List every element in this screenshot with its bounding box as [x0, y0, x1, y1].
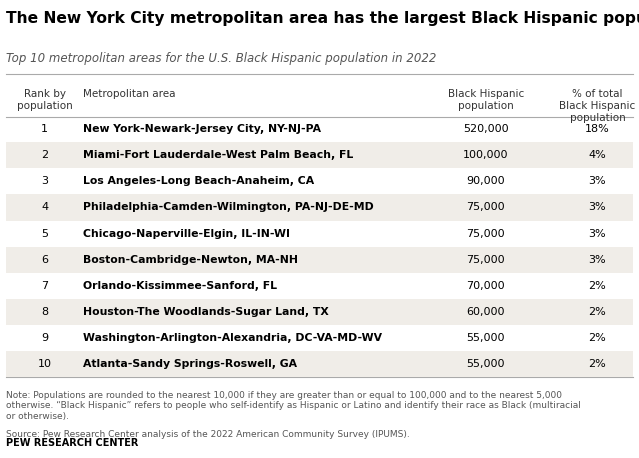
- Text: Metropolitan area: Metropolitan area: [83, 89, 176, 99]
- Text: 2%: 2%: [589, 307, 606, 317]
- Text: Source: Pew Research Center analysis of the 2022 American Community Survey (IPUM: Source: Pew Research Center analysis of …: [6, 430, 410, 439]
- Text: 75,000: 75,000: [466, 255, 505, 265]
- Text: 3%: 3%: [589, 255, 606, 265]
- Text: 1: 1: [42, 124, 48, 134]
- Text: 6: 6: [42, 255, 48, 265]
- Text: Black Hispanic
population: Black Hispanic population: [447, 89, 524, 111]
- Text: Boston-Cambridge-Newton, MA-NH: Boston-Cambridge-Newton, MA-NH: [83, 255, 298, 265]
- Text: PEW RESEARCH CENTER: PEW RESEARCH CENTER: [6, 438, 139, 448]
- Text: 4%: 4%: [589, 150, 606, 160]
- Text: Rank by
population: Rank by population: [17, 89, 73, 111]
- Text: 100,000: 100,000: [463, 150, 509, 160]
- Text: 90,000: 90,000: [466, 176, 505, 186]
- Text: 2%: 2%: [589, 359, 606, 369]
- Text: Philadelphia-Camden-Wilmington, PA-NJ-DE-MD: Philadelphia-Camden-Wilmington, PA-NJ-DE…: [83, 202, 374, 213]
- Text: Washington-Arlington-Alexandria, DC-VA-MD-WV: Washington-Arlington-Alexandria, DC-VA-M…: [83, 333, 382, 343]
- Text: Top 10 metropolitan areas for the U.S. Black Hispanic population in 2022: Top 10 metropolitan areas for the U.S. B…: [6, 52, 437, 65]
- Text: 55,000: 55,000: [466, 359, 505, 369]
- Text: 3%: 3%: [589, 202, 606, 213]
- Text: 55,000: 55,000: [466, 333, 505, 343]
- Text: 5: 5: [42, 229, 48, 239]
- Text: Los Angeles-Long Beach-Anaheim, CA: Los Angeles-Long Beach-Anaheim, CA: [83, 176, 314, 186]
- Text: 8: 8: [41, 307, 49, 317]
- Text: 2: 2: [41, 150, 49, 160]
- Text: Chicago-Naperville-Elgin, IL-IN-WI: Chicago-Naperville-Elgin, IL-IN-WI: [83, 229, 290, 239]
- Text: 3: 3: [42, 176, 48, 186]
- Text: Miami-Fort Lauderdale-West Palm Beach, FL: Miami-Fort Lauderdale-West Palm Beach, F…: [83, 150, 353, 160]
- Text: 75,000: 75,000: [466, 229, 505, 239]
- Text: 7: 7: [41, 281, 49, 291]
- Text: Houston-The Woodlands-Sugar Land, TX: Houston-The Woodlands-Sugar Land, TX: [83, 307, 329, 317]
- Text: 3%: 3%: [589, 229, 606, 239]
- Text: 75,000: 75,000: [466, 202, 505, 213]
- Text: 4: 4: [41, 202, 49, 213]
- Text: 2%: 2%: [589, 333, 606, 343]
- Text: Note: Populations are rounded to the nearest 10,000 if they are greater than or : Note: Populations are rounded to the nea…: [6, 391, 581, 421]
- Text: 60,000: 60,000: [466, 307, 505, 317]
- Text: 70,000: 70,000: [466, 281, 505, 291]
- Text: % of total
Black Hispanic
population: % of total Black Hispanic population: [559, 89, 636, 122]
- Text: The New York City metropolitan area has the largest Black Hispanic population: The New York City metropolitan area has …: [6, 11, 639, 27]
- Text: 3%: 3%: [589, 176, 606, 186]
- Text: 9: 9: [41, 333, 49, 343]
- Text: Orlando-Kissimmee-Sanford, FL: Orlando-Kissimmee-Sanford, FL: [83, 281, 277, 291]
- Text: 520,000: 520,000: [463, 124, 509, 134]
- Text: 2%: 2%: [589, 281, 606, 291]
- Text: New York-Newark-Jersey City, NY-NJ-PA: New York-Newark-Jersey City, NY-NJ-PA: [83, 124, 321, 134]
- Text: 10: 10: [38, 359, 52, 369]
- Text: 18%: 18%: [585, 124, 610, 134]
- Text: Atlanta-Sandy Springs-Roswell, GA: Atlanta-Sandy Springs-Roswell, GA: [83, 359, 297, 369]
